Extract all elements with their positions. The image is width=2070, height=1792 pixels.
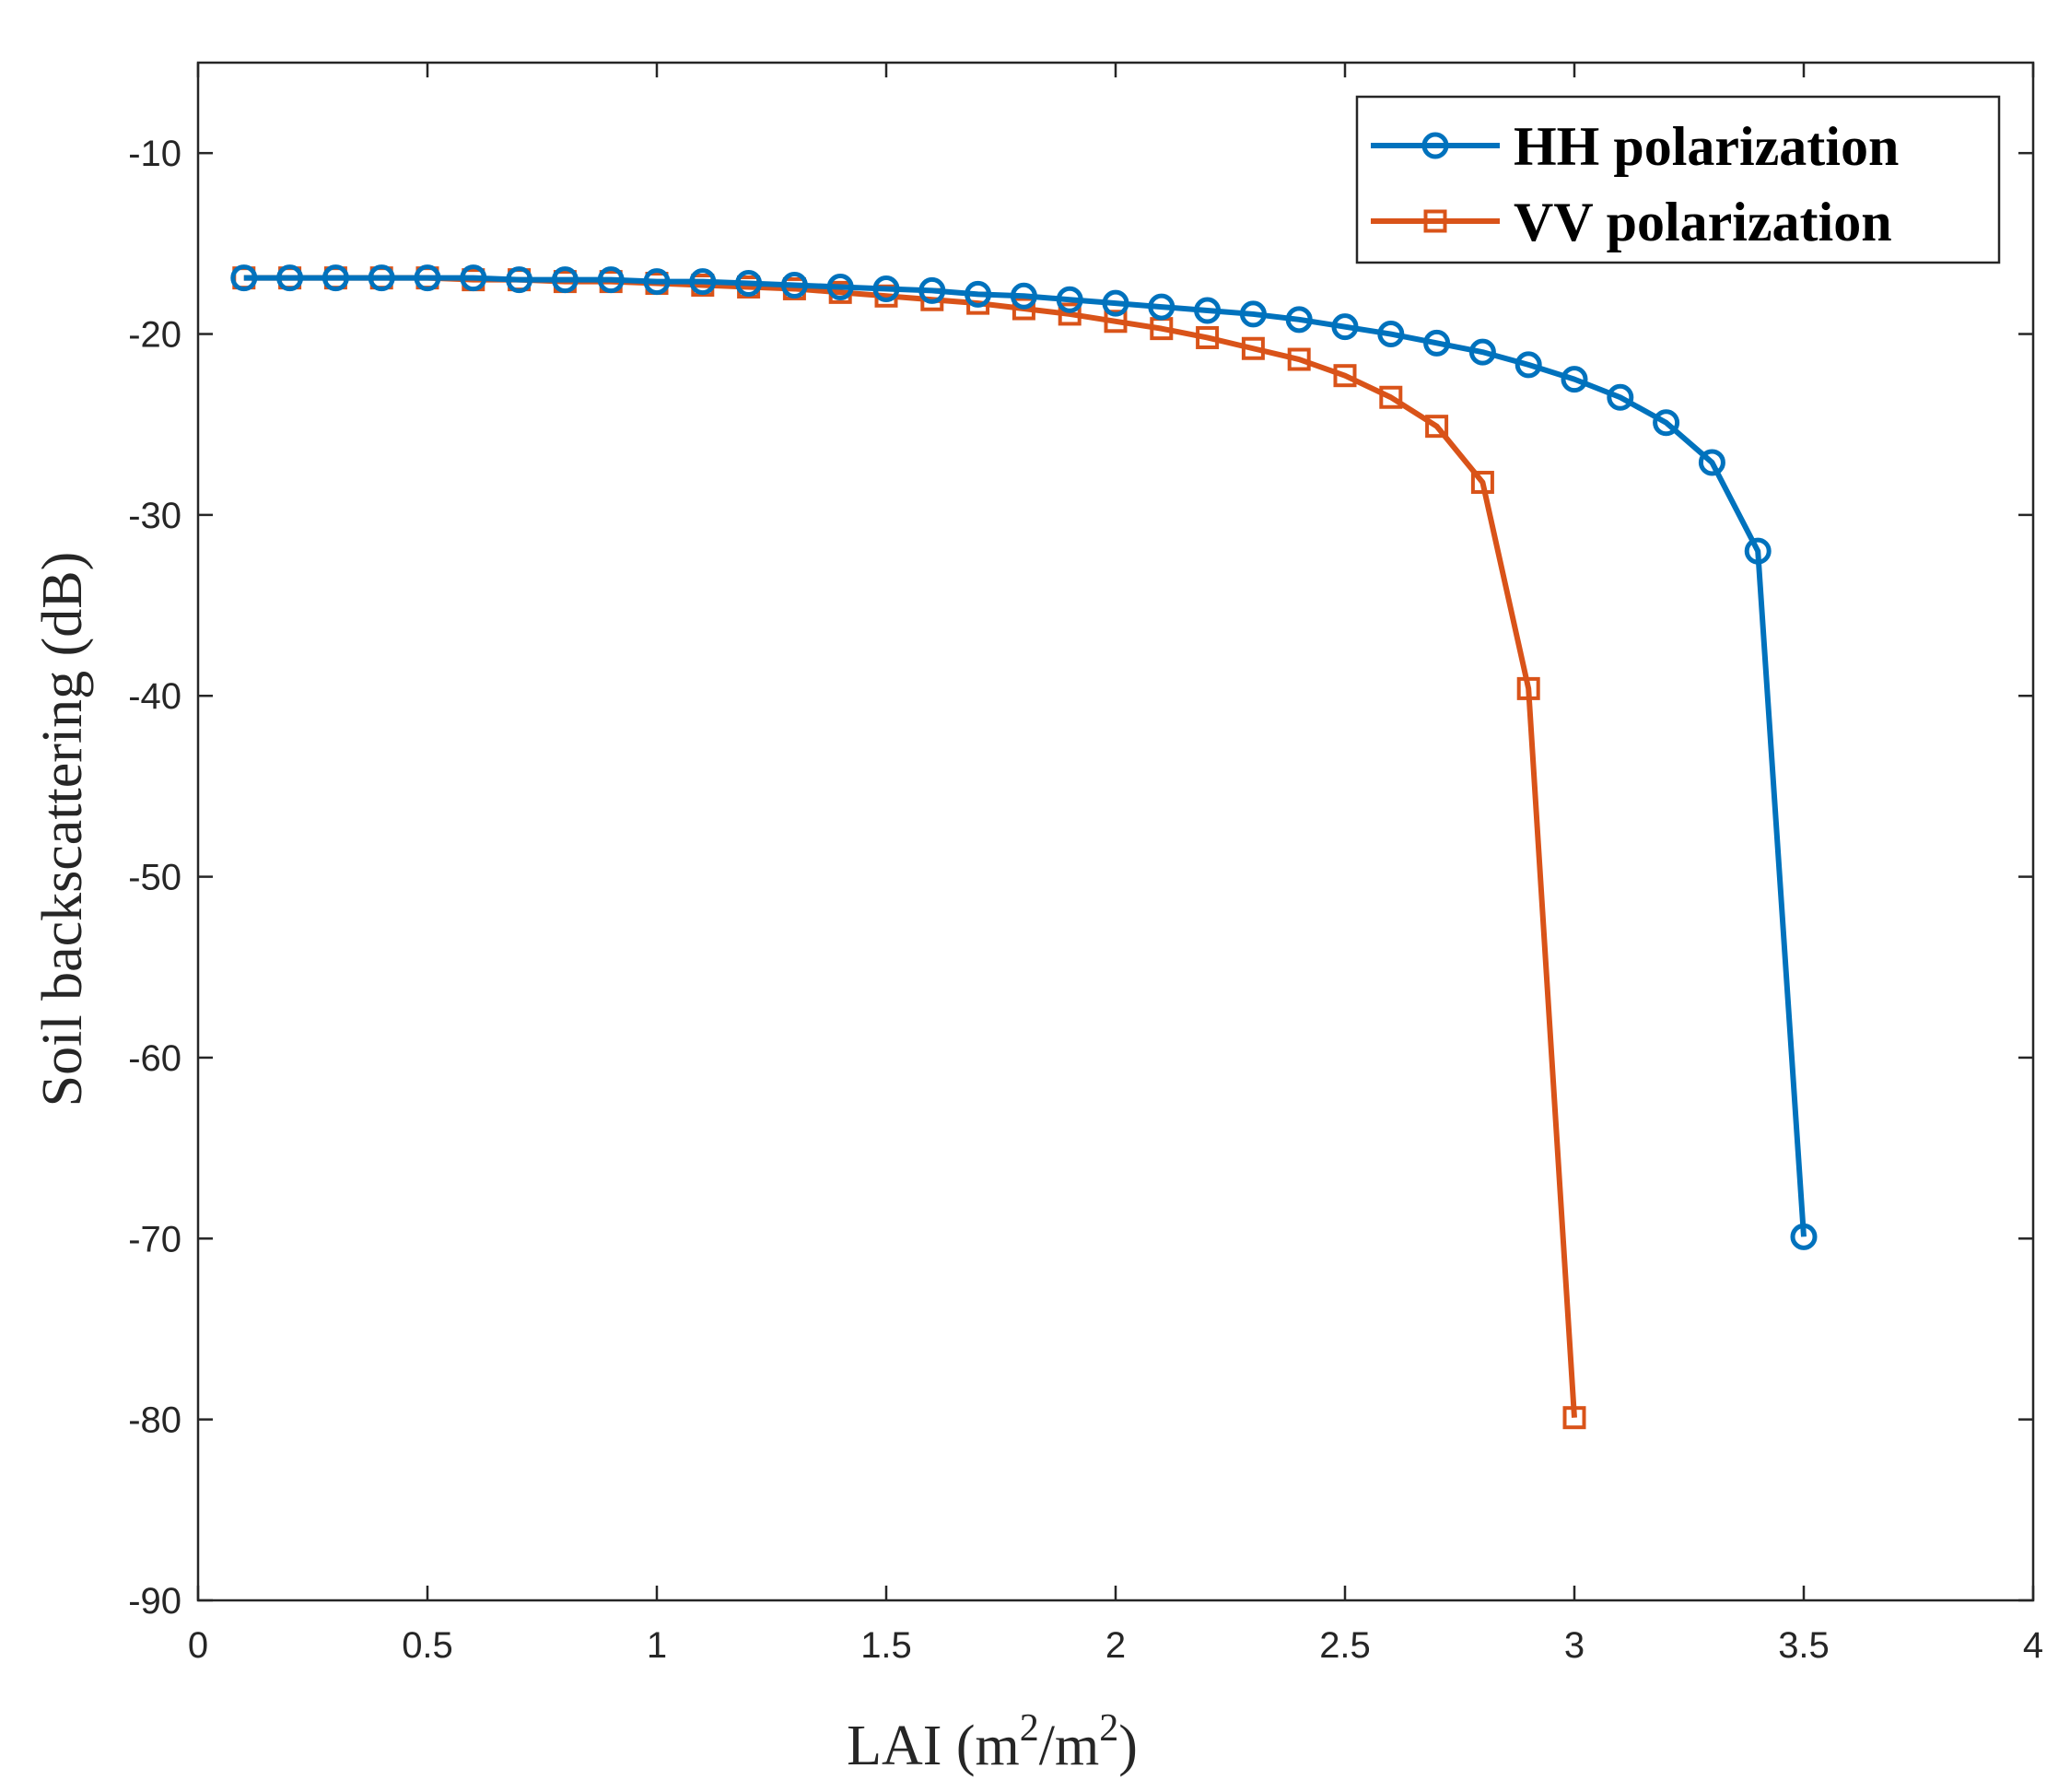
y-tick-label: -70 (128, 1219, 181, 1259)
data-point (1331, 313, 1359, 341)
data-point (322, 264, 349, 292)
x-tick-label: 2 (1105, 1625, 1126, 1666)
x-tick-label: 0 (188, 1625, 208, 1666)
data-point (1377, 321, 1405, 348)
series-line (243, 275, 1807, 1237)
plot-series (230, 264, 1818, 1430)
data-point (276, 264, 304, 292)
data-point (1423, 329, 1451, 357)
y-tick-label: -10 (128, 134, 181, 174)
x-axis-label: LAI (m2/m2) (847, 1707, 1138, 1777)
data-point (230, 264, 258, 292)
data-point (735, 270, 763, 298)
legend-label: VV polarization (1514, 192, 1892, 252)
data-point (1194, 297, 1222, 324)
plot-frame (196, 61, 2035, 1602)
data-point (1287, 347, 1311, 371)
data-point (1239, 300, 1267, 328)
data-point (1285, 306, 1313, 334)
data-point (1104, 310, 1128, 334)
data-point (414, 264, 441, 292)
data-point (826, 273, 854, 300)
data-point (506, 266, 533, 294)
data-point (1148, 293, 1175, 321)
data-point (1698, 449, 1725, 476)
data-point (872, 275, 900, 302)
data-point (1333, 364, 1357, 388)
x-tick-label: 4 (2023, 1625, 2043, 1666)
data-point (965, 280, 992, 308)
legend-box (1355, 95, 2001, 264)
data-point (1607, 383, 1634, 411)
data-point (1010, 282, 1037, 310)
data-point (1653, 409, 1680, 437)
data-point (1561, 366, 1588, 393)
data-point (1562, 1406, 1586, 1430)
data-point (1058, 302, 1082, 326)
data-point (1514, 351, 1542, 379)
legend-label: HH polarization (1514, 116, 1899, 177)
data-point (1516, 676, 1540, 700)
data-point (1468, 338, 1496, 366)
legend-marker (1421, 132, 1449, 159)
data-point (460, 264, 487, 292)
data-point (1196, 325, 1220, 349)
data-point (368, 264, 395, 292)
data-point (1379, 385, 1403, 409)
data-point (1470, 471, 1494, 495)
data-point (1744, 537, 1772, 565)
y-tick-label: -40 (128, 676, 181, 717)
x-tick-label: 0.5 (402, 1625, 453, 1666)
data-point (597, 266, 625, 294)
x-tick-label: 3.5 (1778, 1625, 1830, 1666)
data-point (918, 276, 946, 304)
y-tick-label: -60 (128, 1038, 181, 1079)
legend-entry: VV polarization (1371, 192, 1892, 252)
y-axis-label: Soil backscattering (dB) (31, 552, 94, 1107)
data-point (1102, 289, 1129, 317)
y-tick-label: -50 (128, 858, 181, 898)
series-hh (230, 264, 1818, 1250)
x-tick-label: 2.5 (1319, 1625, 1371, 1666)
tick-labels: 0 0.5 1 1.5 2 2.5 3 3.5 4 -90 -80 -70 -60 -50 -40 -30 -2… (128, 134, 2043, 1666)
data-point (689, 268, 717, 296)
data-point (551, 266, 579, 294)
y-tick-label: -30 (128, 496, 181, 536)
data-point (1056, 286, 1083, 313)
x-tick-label: 3 (1564, 1625, 1585, 1666)
data-point (643, 268, 671, 296)
y-tick-label: -80 (128, 1400, 181, 1441)
x-tick-label: 1 (647, 1625, 667, 1666)
legend-marker (1423, 209, 1447, 233)
data-point (1425, 415, 1449, 439)
legend: HH polarization VV polarization (1355, 95, 2001, 264)
data-point (1012, 297, 1035, 321)
legend-entry: HH polarization (1371, 116, 1899, 177)
data-point (1241, 336, 1265, 360)
y-tick-label: -90 (128, 1581, 181, 1622)
y-tick-label: -20 (128, 315, 181, 356)
x-tick-label: 1.5 (860, 1625, 912, 1666)
data-point (780, 272, 808, 299)
data-point (1790, 1223, 1818, 1250)
